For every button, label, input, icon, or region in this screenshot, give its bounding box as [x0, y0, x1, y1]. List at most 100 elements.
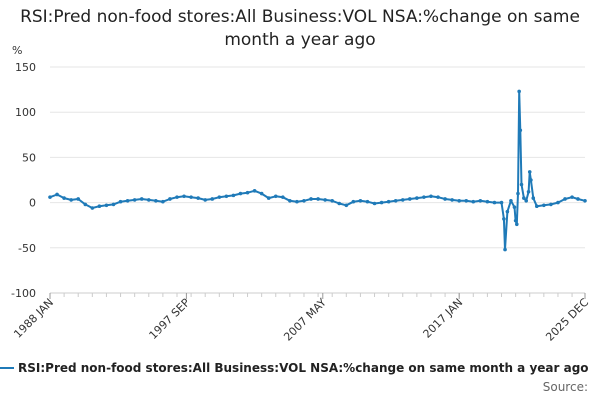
data-point[interactable]: [111, 202, 116, 207]
data-point[interactable]: [518, 128, 523, 133]
data-point[interactable]: [337, 201, 342, 206]
data-point[interactable]: [400, 198, 405, 202]
data-point[interactable]: [323, 198, 327, 202]
data-point[interactable]: [238, 191, 243, 196]
data-point[interactable]: [457, 198, 461, 203]
data-point[interactable]: [527, 170, 532, 174]
data-point[interactable]: [443, 197, 447, 201]
data-point[interactable]: [429, 194, 433, 199]
data-point[interactable]: [436, 195, 440, 199]
data-point[interactable]: [534, 204, 539, 209]
data-point[interactable]: [386, 199, 391, 204]
data-point[interactable]: [69, 198, 73, 202]
data-point[interactable]: [125, 198, 130, 203]
data-point[interactable]: [161, 199, 165, 204]
data-point[interactable]: [492, 200, 497, 205]
data-point[interactable]: [464, 198, 469, 203]
data-point[interactable]: [245, 190, 250, 195]
data-point[interactable]: [154, 198, 158, 203]
data-point[interactable]: [175, 195, 179, 199]
data-point[interactable]: [524, 198, 529, 203]
data-point[interactable]: [139, 197, 144, 201]
grid-lines: [50, 66, 585, 294]
data-point[interactable]: [408, 197, 412, 201]
data-point[interactable]: [522, 196, 526, 200]
data-point[interactable]: [266, 196, 271, 200]
data-point[interactable]: [316, 197, 320, 201]
data-point[interactable]: [563, 197, 567, 201]
data-point[interactable]: [146, 198, 151, 202]
data-point[interactable]: [531, 196, 536, 200]
data-point[interactable]: [512, 205, 517, 209]
data-point[interactable]: [344, 203, 349, 208]
data-point[interactable]: [55, 192, 59, 197]
series-line[interactable]: [49, 90, 586, 251]
data-point[interactable]: [529, 178, 533, 182]
data-point[interactable]: [90, 206, 95, 210]
data-point[interactable]: [252, 189, 257, 193]
data-point[interactable]: [517, 89, 521, 94]
y-tick-label: -100: [11, 287, 36, 300]
data-point[interactable]: [503, 247, 507, 252]
data-point[interactable]: [330, 198, 334, 203]
data-point[interactable]: [295, 199, 299, 204]
data-point[interactable]: [48, 195, 52, 199]
y-tick-labels: 150 100 50 0 -50 -100: [11, 61, 36, 300]
data-point[interactable]: [182, 194, 186, 199]
data-point[interactable]: [217, 195, 222, 199]
data-point[interactable]: [97, 204, 102, 209]
data-point[interactable]: [83, 202, 88, 207]
data-point[interactable]: [515, 222, 519, 227]
legend-swatch: [0, 366, 14, 369]
data-point[interactable]: [422, 195, 426, 199]
data-point[interactable]: [379, 200, 384, 205]
data-point[interactable]: [526, 189, 531, 194]
data-point[interactable]: [509, 198, 513, 203]
data-point[interactable]: [259, 191, 264, 196]
source-label: Source:: [542, 380, 588, 394]
data-point[interactable]: [502, 217, 506, 221]
data-point[interactable]: [62, 196, 66, 200]
x-tick-label: 1988 JAN: [11, 296, 56, 341]
data-point[interactable]: [393, 198, 398, 203]
data-point[interactable]: [281, 195, 285, 199]
data-point[interactable]: [104, 203, 109, 208]
data-point[interactable]: [549, 202, 553, 207]
data-point[interactable]: [365, 199, 370, 204]
data-point[interactable]: [210, 197, 215, 201]
data-point[interactable]: [189, 195, 193, 199]
data-point[interactable]: [132, 198, 137, 202]
data-point[interactable]: [542, 203, 546, 208]
data-point[interactable]: [302, 198, 306, 203]
data-point[interactable]: [576, 197, 580, 201]
legend[interactable]: RSI:Pred non-food stores:All Business:VO…: [0, 361, 600, 375]
data-point[interactable]: [168, 197, 172, 201]
data-point[interactable]: [76, 197, 81, 201]
data-point[interactable]: [351, 199, 356, 204]
data-point[interactable]: [478, 198, 483, 203]
data-point[interactable]: [309, 197, 313, 201]
data-point[interactable]: [499, 200, 504, 205]
legend-label: RSI:Pred non-food stores:All Business:VO…: [18, 361, 589, 375]
data-point[interactable]: [519, 182, 524, 187]
axes: [49, 292, 586, 299]
data-point[interactable]: [505, 209, 510, 214]
data-point[interactable]: [231, 193, 236, 198]
data-point[interactable]: [415, 196, 419, 200]
data-point[interactable]: [450, 198, 454, 202]
data-point[interactable]: [224, 194, 229, 199]
data-point[interactable]: [513, 218, 518, 223]
data-point[interactable]: [516, 191, 520, 196]
data-point[interactable]: [372, 201, 377, 206]
data-point[interactable]: [556, 200, 560, 205]
data-point[interactable]: [273, 194, 278, 199]
data-point[interactable]: [203, 198, 208, 202]
data-point[interactable]: [485, 199, 490, 204]
data-point[interactable]: [196, 196, 200, 200]
data-point[interactable]: [118, 199, 123, 204]
data-point[interactable]: [358, 198, 363, 203]
data-point[interactable]: [583, 198, 587, 203]
data-point[interactable]: [471, 199, 476, 204]
data-point[interactable]: [288, 198, 292, 203]
data-point[interactable]: [570, 195, 574, 199]
